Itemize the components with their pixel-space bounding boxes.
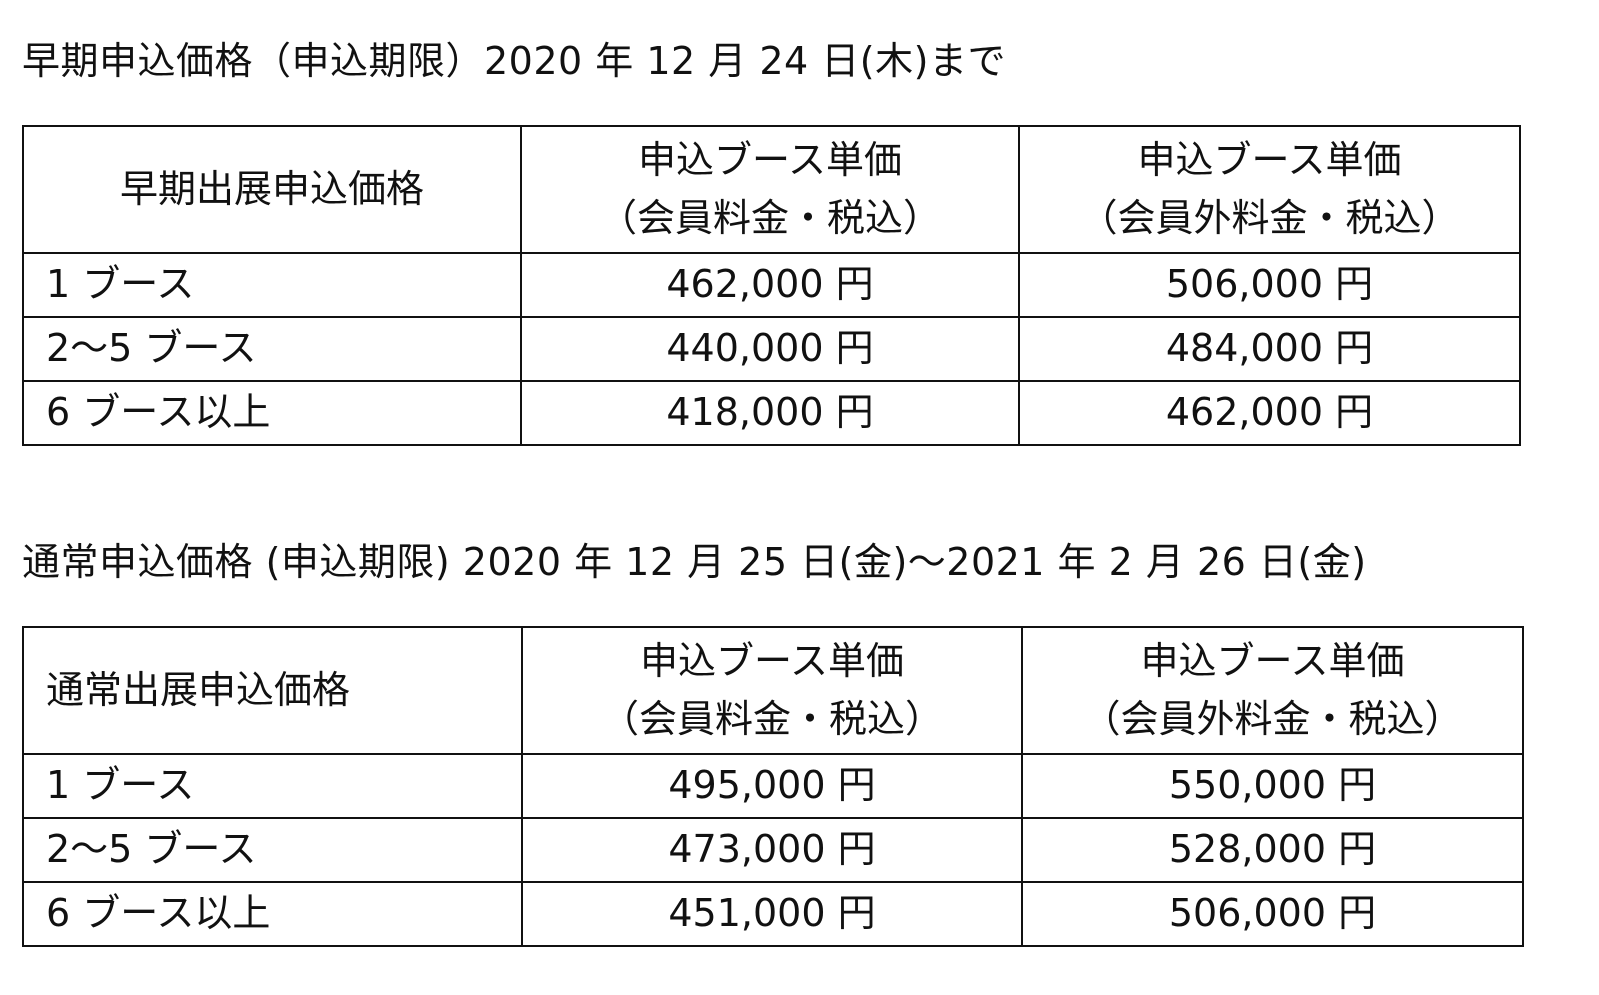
header-member-line2: （会員料金・税込） bbox=[600, 696, 943, 741]
row-label: 6 ブース以上 bbox=[22, 380, 522, 446]
header-label-cell: 通常出展申込価格 bbox=[22, 626, 523, 755]
regular-pricing-heading: 通常申込価格 (申込期限) 2020 年 12 月 25 日(金)～2021 年… bbox=[22, 540, 1367, 584]
header-nonmember-cell: 申込ブース単価 （会員外料金・税込） bbox=[1021, 626, 1524, 755]
member-price: 462,000 円 bbox=[520, 252, 1020, 318]
row-label: 2～5 ブース bbox=[22, 817, 523, 883]
header-label: 通常出展申込価格 bbox=[46, 667, 351, 712]
member-price: 495,000 円 bbox=[521, 753, 1023, 819]
table-row: 1 ブース 495,000 円 550,000 円 bbox=[22, 753, 1524, 819]
header-nonmember-cell: 申込ブース単価 （会員外料金・税込） bbox=[1018, 125, 1521, 254]
table-row: 6 ブース以上 418,000 円 462,000 円 bbox=[22, 380, 1521, 446]
table-row: 2～5 ブース 473,000 円 528,000 円 bbox=[22, 817, 1524, 883]
regular-pricing-table: 通常出展申込価格 申込ブース単価 （会員料金・税込） 申込ブース単価 （会員外料… bbox=[22, 626, 1524, 947]
header-label: 早期出展申込価格 bbox=[119, 166, 424, 211]
row-label: 2～5 ブース bbox=[22, 316, 522, 382]
row-label: 6 ブース以上 bbox=[22, 881, 523, 947]
row-label: 1 ブース bbox=[22, 252, 522, 318]
nonmember-price: 550,000 円 bbox=[1021, 753, 1524, 819]
header-nonmember-line2: （会員外料金・税込） bbox=[1079, 195, 1460, 240]
header-nonmember-line1: 申込ブース単価 bbox=[1137, 137, 1402, 182]
header-label-cell: 早期出展申込価格 bbox=[22, 125, 522, 254]
header-member-line2: （会員料金・税込） bbox=[598, 195, 941, 240]
nonmember-price: 528,000 円 bbox=[1021, 817, 1524, 883]
nonmember-price: 506,000 円 bbox=[1018, 252, 1521, 318]
nonmember-price: 462,000 円 bbox=[1018, 380, 1521, 446]
member-price: 473,000 円 bbox=[521, 817, 1023, 883]
table-header-row: 通常出展申込価格 申込ブース単価 （会員料金・税込） 申込ブース単価 （会員外料… bbox=[22, 626, 1524, 755]
nonmember-price: 506,000 円 bbox=[1021, 881, 1524, 947]
table-header-row: 早期出展申込価格 申込ブース単価 （会員料金・税込） 申込ブース単価 （会員外料… bbox=[22, 125, 1521, 254]
header-member-cell: 申込ブース単価 （会員料金・税込） bbox=[521, 626, 1023, 755]
table-row: 1 ブース 462,000 円 506,000 円 bbox=[22, 252, 1521, 318]
early-pricing-heading: 早期申込価格（申込期限）2020 年 12 月 24 日(木)まで bbox=[22, 39, 1006, 83]
header-member-line1: 申込ブース単価 bbox=[639, 638, 905, 683]
table-row: 2～5 ブース 440,000 円 484,000 円 bbox=[22, 316, 1521, 382]
nonmember-price: 484,000 円 bbox=[1018, 316, 1521, 382]
header-member-line1: 申込ブース単価 bbox=[637, 137, 903, 182]
header-member-cell: 申込ブース単価 （会員料金・税込） bbox=[520, 125, 1020, 254]
row-label: 1 ブース bbox=[22, 753, 523, 819]
early-pricing-table: 早期出展申込価格 申込ブース単価 （会員料金・税込） 申込ブース単価 （会員外料… bbox=[22, 125, 1521, 446]
member-price: 418,000 円 bbox=[520, 380, 1020, 446]
header-nonmember-line2: （会員外料金・税込） bbox=[1082, 696, 1463, 741]
member-price: 451,000 円 bbox=[521, 881, 1023, 947]
member-price: 440,000 円 bbox=[520, 316, 1020, 382]
header-nonmember-line1: 申込ブース単価 bbox=[1140, 638, 1405, 683]
table-row: 6 ブース以上 451,000 円 506,000 円 bbox=[22, 881, 1524, 947]
